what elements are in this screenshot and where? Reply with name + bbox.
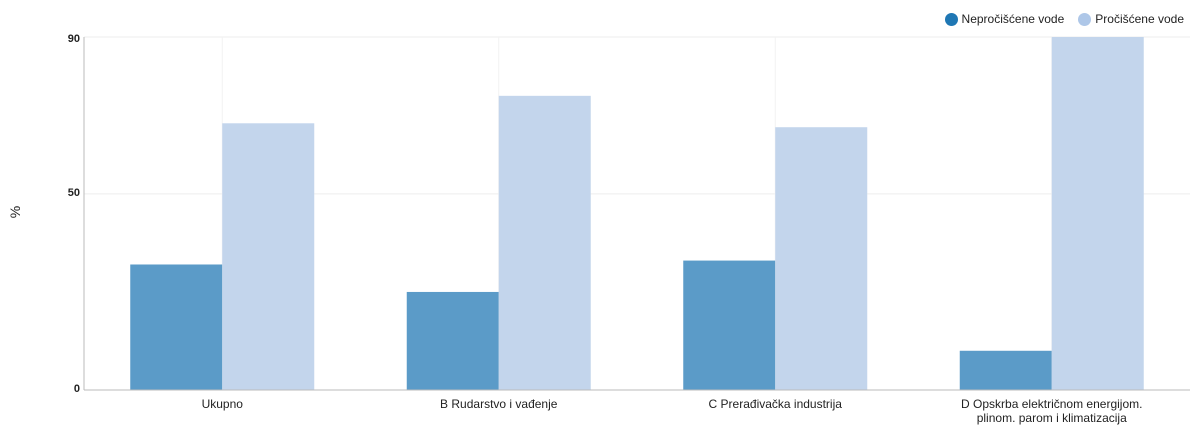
- x-category-label: D Opskrba električnom energijom. plinom.…: [961, 397, 1143, 425]
- x-category-label: C Prerađivačka industrija: [708, 397, 842, 411]
- y-tick-label: 90: [67, 33, 80, 45]
- legend-label-untreated: Nepročišćene vode: [961, 12, 1065, 26]
- legend-item-treated[interactable]: Pročišćene vode: [1078, 12, 1184, 26]
- x-category-label: B Rudarstvo i vađenje: [440, 397, 558, 411]
- bar-treated-0[interactable]: [222, 123, 315, 391]
- bar-untreated-2[interactable]: [683, 260, 776, 390]
- bar-treated-2[interactable]: [775, 127, 868, 390]
- legend-dot-treated-icon: [1078, 12, 1092, 26]
- bar-untreated-0[interactable]: [130, 264, 223, 390]
- bar-untreated-1[interactable]: [406, 291, 499, 390]
- y-axis-label: %: [7, 205, 23, 219]
- y-tick-label: 0: [73, 383, 80, 395]
- legend-label-treated: Pročišćene vode: [1095, 12, 1184, 26]
- legend: Nepročišćene vode Pročišćene vode: [944, 12, 1184, 26]
- bar-untreated-3[interactable]: [959, 350, 1052, 390]
- y-tick-label: 50: [67, 186, 80, 199]
- x-category-label: Ukupno: [201, 397, 243, 411]
- legend-dot-untreated-icon: [944, 12, 958, 26]
- bar-treated-1[interactable]: [498, 95, 591, 390]
- legend-item-untreated[interactable]: Nepročišćene vode: [944, 12, 1065, 26]
- bars-group: [130, 37, 1144, 391]
- bar-treated-3[interactable]: [1051, 37, 1144, 390]
